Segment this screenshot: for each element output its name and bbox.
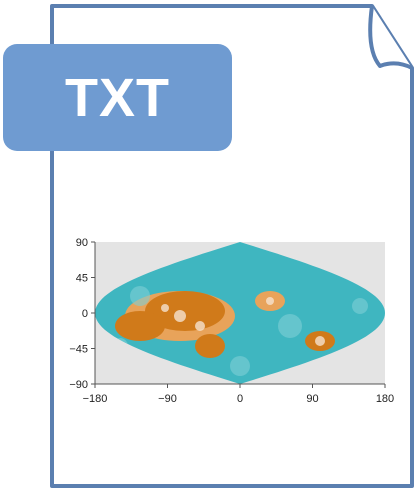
heatmap-plot: 90 45 0 −45 −90 −180 −90 0 90 180 — [69, 237, 395, 405]
x-tick-label: 180 — [376, 393, 394, 405]
y-tick-label: 45 — [76, 273, 88, 285]
y-tick-label: −90 — [69, 379, 88, 391]
y-tick-labels: 90 45 0 −45 −90 — [69, 237, 88, 391]
file-type-label: TXT — [65, 67, 170, 128]
highlights — [161, 297, 325, 346]
x-tick-labels: −180 −90 0 90 180 — [83, 393, 395, 405]
y-tick-label: 0 — [82, 308, 88, 320]
x-tick-label: 90 — [306, 393, 318, 405]
y-tick-label: −45 — [69, 344, 88, 356]
x-axis — [94, 383, 386, 388]
file-type-badge: TXT — [3, 44, 232, 151]
x-tick-label: 0 — [237, 393, 243, 405]
x-tick-label: −90 — [158, 393, 177, 405]
y-axis — [91, 241, 96, 385]
x-tick-label: −180 — [83, 393, 108, 405]
y-tick-label: 90 — [76, 237, 88, 249]
map-thumbnail: 90 45 0 −45 −90 −180 −90 0 90 180 — [60, 236, 400, 416]
folded-corner — [368, 5, 413, 70]
